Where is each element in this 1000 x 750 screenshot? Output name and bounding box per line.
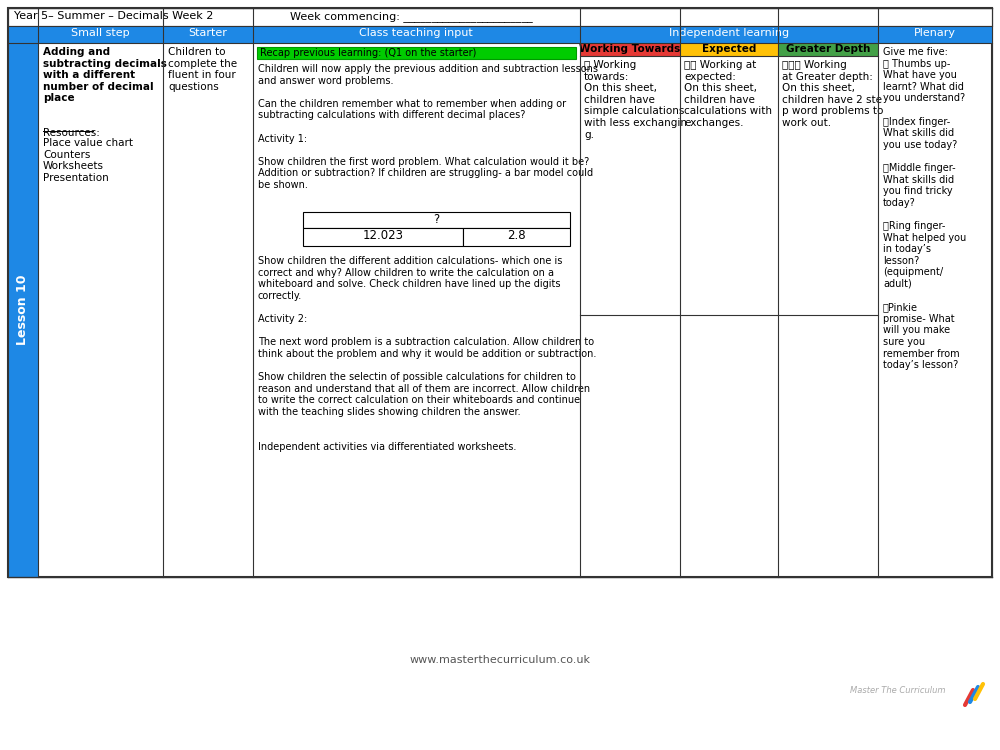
Bar [257, 47, 576, 59]
Text: www.masterthecurriculum.co.uk: www.masterthecurriculum.co.uk [410, 655, 590, 665]
Text: ?: ? [433, 213, 440, 226]
Text: Master The Curriculum: Master The Curriculum [850, 686, 946, 695]
Text: Children to
complete the
fluent in four
questions: Children to complete the fluent in four … [168, 47, 237, 92]
Text: Lesson 10: Lesson 10 [16, 274, 30, 345]
Text: Give me five:
👍 Thumbs up-
What have you
learnt? What did
you understand?

👆Inde: Give me five: 👍 Thumbs up- What have you… [883, 47, 966, 370]
Text: ⭐ Working
towards:
On this sheet,
children have
simple calculations
with less ex: ⭐ Working towards: On this sheet, childr… [584, 60, 687, 140]
Text: Week commencing: _______________________: Week commencing: _______________________ [290, 11, 533, 22]
Bar [8, 8, 992, 26]
Text: Resources:: Resources: [43, 128, 100, 138]
Text: Children will now apply the previous addition and subtraction lessons
and answer: Children will now apply the previous add… [258, 64, 598, 190]
Bar [778, 43, 878, 56]
Text: Expected: Expected [702, 44, 756, 54]
Text: Recap previous learning: (Q1 on the starter): Recap previous learning: (Q1 on the star… [260, 49, 476, 58]
Text: Starter: Starter [189, 28, 227, 38]
Text: ⭐⭐ Working at
expected:
On this sheet,
children have
calculations with
exchanges: ⭐⭐ Working at expected: On this sheet, c… [684, 60, 772, 128]
Text: Class teaching input: Class teaching input [359, 28, 473, 38]
Text: Plenary: Plenary [914, 28, 956, 38]
Bar [303, 228, 463, 246]
Text: Show children the different addition calculations- which one is
correct and why?: Show children the different addition cal… [258, 256, 596, 452]
Bar [680, 43, 778, 56]
Bar [8, 26, 992, 43]
Text: 2.8: 2.8 [507, 229, 526, 242]
Bar [8, 43, 38, 577]
Text: Small step: Small step [71, 28, 129, 38]
Text: Place value chart
Counters
Worksheets
Presentation: Place value chart Counters Worksheets Pr… [43, 138, 133, 183]
Text: Greater Depth: Greater Depth [786, 44, 870, 54]
Bar [580, 43, 680, 56]
Text: 12.023: 12.023 [363, 229, 404, 242]
Text: Working Towards: Working Towards [579, 44, 681, 54]
Text: ⭐⭐⭐ Working
at Greater depth:
On this sheet,
children have 2 ste
p word problems: ⭐⭐⭐ Working at Greater depth: On this sh… [782, 60, 883, 128]
Text: Independent learning: Independent learning [669, 28, 789, 38]
Text: Adding and
subtracting decimals
with a different
number of decimal
place: Adding and subtracting decimals with a d… [43, 47, 167, 104]
Bar [8, 8, 992, 577]
Bar [463, 228, 570, 246]
Text: Year 5– Summer – Decimals Week 2: Year 5– Summer – Decimals Week 2 [14, 11, 213, 21]
Bar [303, 212, 570, 228]
